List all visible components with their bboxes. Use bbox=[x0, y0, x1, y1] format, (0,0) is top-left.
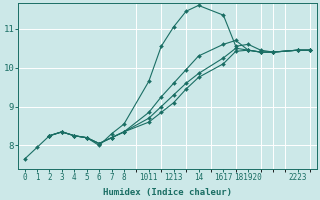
X-axis label: Humidex (Indice chaleur): Humidex (Indice chaleur) bbox=[103, 188, 232, 197]
